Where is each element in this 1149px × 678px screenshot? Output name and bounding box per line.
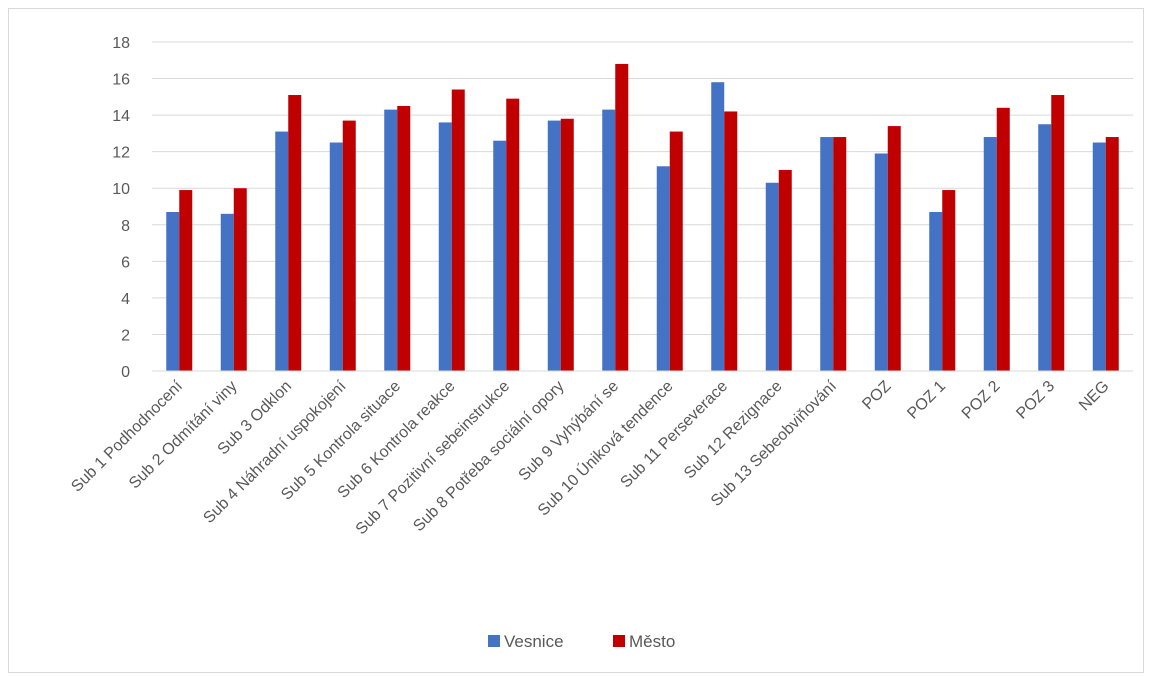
x-tick-label: Sub 2 Odmítání viny bbox=[126, 378, 241, 493]
legend-swatch bbox=[488, 635, 500, 647]
y-tick-label: 4 bbox=[121, 291, 130, 308]
bar-mesto bbox=[996, 107, 1010, 372]
x-tick-label: Sub 11 Perseverace bbox=[617, 378, 731, 492]
bar-mesto bbox=[833, 137, 847, 371]
legend: Vesnice Město bbox=[488, 632, 675, 651]
y-tick-label: 2 bbox=[121, 327, 130, 344]
bar-vesnice bbox=[275, 131, 289, 371]
bar-mesto bbox=[615, 63, 629, 371]
bars bbox=[166, 63, 1119, 372]
legend-label: Město bbox=[629, 632, 675, 651]
x-tick-label: POZ 3 bbox=[1013, 378, 1058, 423]
bar-mesto bbox=[1105, 137, 1119, 371]
legend-swatch bbox=[613, 635, 625, 647]
x-tick-label: POZ 1 bbox=[904, 378, 949, 423]
bar-mesto bbox=[669, 131, 683, 371]
bar-vesnice bbox=[765, 182, 779, 371]
bar-vesnice bbox=[438, 122, 452, 371]
bar-vesnice bbox=[602, 109, 616, 371]
bar-mesto bbox=[724, 111, 738, 371]
bar-vesnice bbox=[983, 137, 997, 371]
bar-mesto bbox=[1051, 95, 1065, 371]
bar-vesnice bbox=[1092, 142, 1106, 371]
bar-vesnice bbox=[929, 211, 943, 371]
bar-vesnice bbox=[493, 140, 507, 371]
bar-mesto bbox=[506, 98, 520, 372]
y-tick-label: 6 bbox=[121, 254, 130, 271]
y-axis-ticks: 0 2 4 6 8 10 12 14 16 18 bbox=[112, 35, 130, 381]
bar-mesto bbox=[778, 169, 792, 371]
bar-vesnice bbox=[547, 120, 561, 371]
bar-mesto bbox=[887, 126, 901, 371]
x-tick-label: POZ 2 bbox=[959, 378, 1004, 423]
x-tick-label: POZ bbox=[859, 378, 894, 413]
bar-vesnice bbox=[820, 137, 834, 371]
bar-mesto bbox=[233, 188, 247, 371]
legend-label: Vesnice bbox=[504, 632, 564, 651]
x-tick-label: Sub 9 Vyhýbání se bbox=[516, 378, 623, 485]
bar-mesto bbox=[179, 190, 193, 371]
y-tick-label: 8 bbox=[121, 218, 130, 235]
bar-vesnice bbox=[656, 166, 670, 371]
y-tick-label: 14 bbox=[112, 108, 130, 125]
y-tick-label: 10 bbox=[112, 181, 130, 198]
bar-vesnice bbox=[166, 211, 180, 371]
bar-vesnice bbox=[384, 109, 398, 371]
bar-vesnice bbox=[874, 153, 888, 371]
gridlines bbox=[152, 41, 1133, 335]
bar-mesto bbox=[288, 95, 302, 371]
bar-vesnice bbox=[220, 213, 234, 371]
bar-mesto bbox=[560, 118, 574, 372]
bar-vesnice bbox=[711, 82, 725, 371]
y-tick-label: 16 bbox=[112, 72, 130, 89]
y-tick-label: 0 bbox=[121, 364, 130, 381]
x-tick-label: Sub 12 Rezignace bbox=[681, 378, 786, 483]
bar-vesnice bbox=[1038, 124, 1052, 371]
bar-mesto bbox=[451, 89, 465, 372]
y-tick-label: 18 bbox=[112, 35, 130, 52]
bar-mesto bbox=[342, 120, 356, 371]
y-tick-label: 12 bbox=[112, 145, 130, 162]
bar-vesnice bbox=[329, 142, 343, 371]
bar-mesto bbox=[942, 190, 956, 371]
bar-mesto bbox=[397, 105, 411, 371]
x-tick-label: NEG bbox=[1076, 378, 1113, 415]
